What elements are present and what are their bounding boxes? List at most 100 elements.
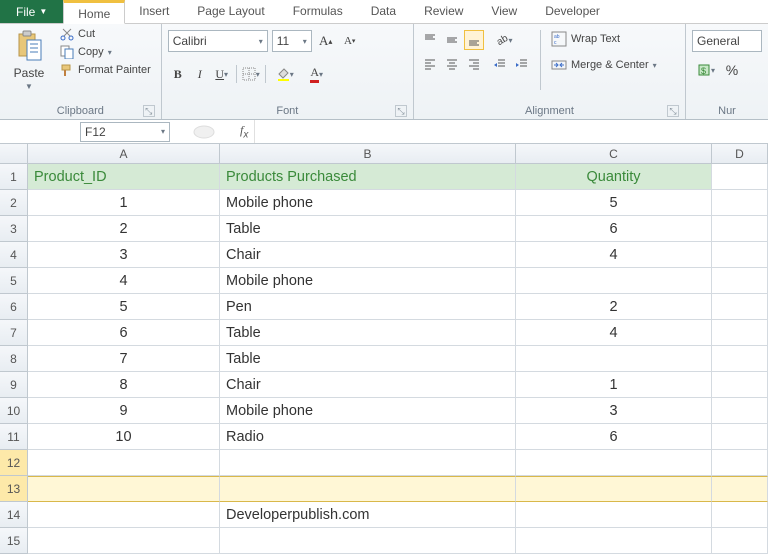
row-header[interactable]: 8 xyxy=(0,346,28,372)
cell[interactable] xyxy=(712,476,768,502)
tab-data[interactable]: Data xyxy=(357,0,410,23)
col-header-a[interactable]: A xyxy=(28,144,220,164)
row-header[interactable]: 13 xyxy=(0,476,28,502)
cell[interactable] xyxy=(712,502,768,528)
cell[interactable] xyxy=(28,450,220,476)
italic-button[interactable]: I xyxy=(190,64,210,84)
tab-file[interactable]: File ▼ xyxy=(0,0,63,23)
cell[interactable] xyxy=(220,476,516,502)
cell[interactable]: 8 xyxy=(28,372,220,398)
cell[interactable]: 5 xyxy=(516,190,712,216)
align-bottom-button[interactable] xyxy=(464,30,484,50)
tab-formulas[interactable]: Formulas xyxy=(279,0,357,23)
align-right-button[interactable] xyxy=(464,54,484,74)
cell[interactable] xyxy=(516,346,712,372)
cell[interactable]: 4 xyxy=(516,242,712,268)
row-header[interactable]: 4 xyxy=(0,242,28,268)
cell[interactable]: Developerpublish.com xyxy=(220,502,516,528)
cell[interactable] xyxy=(220,450,516,476)
cell[interactable]: 6 xyxy=(516,424,712,450)
cell[interactable] xyxy=(28,502,220,528)
cell[interactable]: Chair xyxy=(220,372,516,398)
font-size-combo[interactable]: 11▾ xyxy=(272,30,312,52)
cell[interactable] xyxy=(712,346,768,372)
font-color-button[interactable]: A▾ xyxy=(302,64,332,84)
row-header[interactable]: 7 xyxy=(0,320,28,346)
cell[interactable]: 3 xyxy=(28,242,220,268)
cell[interactable]: 10 xyxy=(28,424,220,450)
row-header[interactable]: 6 xyxy=(0,294,28,320)
paste-button[interactable]: Paste ▼ xyxy=(6,26,52,94)
cell[interactable]: Product_ID xyxy=(28,164,220,190)
cell[interactable]: 6 xyxy=(28,320,220,346)
cell[interactable]: 9 xyxy=(28,398,220,424)
cell[interactable] xyxy=(28,528,220,554)
copy-button[interactable]: Copy ▾ xyxy=(58,44,153,60)
cell[interactable]: 1 xyxy=(516,372,712,398)
row-header[interactable]: 2 xyxy=(0,190,28,216)
cell[interactable]: 6 xyxy=(516,216,712,242)
tab-insert[interactable]: Insert xyxy=(125,0,183,23)
cell[interactable]: 4 xyxy=(28,268,220,294)
cell[interactable]: 4 xyxy=(516,320,712,346)
cell[interactable]: Radio xyxy=(220,424,516,450)
align-left-button[interactable] xyxy=(420,54,440,74)
cell[interactable]: 5 xyxy=(28,294,220,320)
cell[interactable]: 2 xyxy=(516,294,712,320)
cell[interactable]: Chair xyxy=(220,242,516,268)
cell[interactable] xyxy=(28,476,220,502)
row-header[interactable]: 11 xyxy=(0,424,28,450)
cell[interactable]: 1 xyxy=(28,190,220,216)
cell[interactable] xyxy=(516,476,712,502)
tab-page-layout[interactable]: Page Layout xyxy=(183,0,278,23)
align-middle-button[interactable] xyxy=(442,30,462,50)
cell[interactable] xyxy=(516,502,712,528)
cell[interactable] xyxy=(516,268,712,294)
col-header-b[interactable]: B xyxy=(220,144,516,164)
cell[interactable]: 7 xyxy=(28,346,220,372)
cell[interactable]: Mobile phone xyxy=(220,398,516,424)
align-top-button[interactable] xyxy=(420,30,440,50)
cell[interactable]: Mobile phone xyxy=(220,268,516,294)
cell[interactable] xyxy=(712,242,768,268)
dialog-launcher-icon[interactable]: ⤡ xyxy=(395,105,407,117)
cell[interactable] xyxy=(712,164,768,190)
number-format-combo[interactable]: General xyxy=(692,30,762,52)
merge-center-button[interactable]: Merge & Center ▾ xyxy=(549,56,659,74)
formula-input[interactable] xyxy=(254,120,768,143)
col-header-c[interactable]: C xyxy=(516,144,712,164)
col-header-d[interactable]: D xyxy=(712,144,768,164)
cell[interactable] xyxy=(712,216,768,242)
cell[interactable] xyxy=(712,320,768,346)
wrap-text-button[interactable]: abc Wrap Text xyxy=(549,30,659,48)
cell[interactable] xyxy=(712,398,768,424)
cell[interactable] xyxy=(516,528,712,554)
orientation-button[interactable]: ab▾ xyxy=(490,30,520,50)
tab-review[interactable]: Review xyxy=(410,0,477,23)
fill-color-button[interactable]: ▾ xyxy=(270,64,300,84)
tab-developer[interactable]: Developer xyxy=(531,0,614,23)
cell[interactable] xyxy=(712,528,768,554)
row-header[interactable]: 15 xyxy=(0,528,28,554)
cell[interactable]: 3 xyxy=(516,398,712,424)
percent-button[interactable]: % xyxy=(722,60,742,80)
tab-home[interactable]: Home xyxy=(63,0,125,24)
increase-indent-button[interactable] xyxy=(512,54,532,74)
align-center-button[interactable] xyxy=(442,54,462,74)
cell[interactable] xyxy=(712,294,768,320)
cell[interactable]: Quantity xyxy=(516,164,712,190)
accounting-format-button[interactable]: $▾ xyxy=(692,60,720,80)
row-header[interactable]: 9 xyxy=(0,372,28,398)
cell[interactable]: Table xyxy=(220,346,516,372)
tab-view[interactable]: View xyxy=(477,0,531,23)
name-box[interactable]: F12▾ xyxy=(80,122,170,142)
cell[interactable] xyxy=(712,190,768,216)
dialog-launcher-icon[interactable]: ⤡ xyxy=(667,105,679,117)
select-all-corner[interactable] xyxy=(0,144,28,164)
cell[interactable] xyxy=(712,424,768,450)
cut-button[interactable]: Cut xyxy=(58,26,153,42)
cell[interactable] xyxy=(712,450,768,476)
bold-button[interactable]: B xyxy=(168,64,188,84)
shrink-font-button[interactable]: A▾ xyxy=(340,31,360,51)
row-header[interactable]: 12 xyxy=(0,450,28,476)
